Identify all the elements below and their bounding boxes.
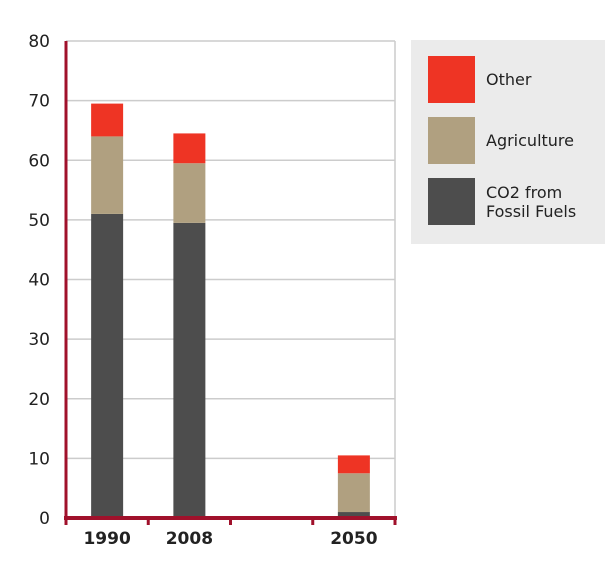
legend-swatch-co2-fossil-fuels (428, 178, 475, 225)
bar-2050-series-1 (337, 473, 370, 513)
y-tick-label-30: 30 (28, 330, 50, 350)
bar-1990-series-2 (91, 103, 124, 137)
legend-label-agriculture: Agriculture (486, 131, 574, 150)
legend-item-co2-fossil-fuels: CO2 from Fossil Fuels (428, 178, 576, 225)
x-tick-label-2008: 2008 (166, 529, 213, 549)
x-tick-label-1990: 1990 (83, 529, 130, 549)
bar-2008-series-1 (173, 163, 206, 223)
y-tick-label-60: 60 (28, 151, 50, 171)
bar-2008-series-2 (173, 133, 206, 164)
legend-swatch-agriculture (428, 117, 475, 164)
bar-2008-series-0 (173, 222, 206, 518)
chart-legend: Other Agriculture CO2 from Fossil Fuels (411, 40, 605, 244)
legend-item-agriculture: Agriculture (428, 117, 574, 164)
y-tick-label-40: 40 (28, 271, 50, 291)
bar-2050-series-2 (337, 455, 370, 474)
legend-label-other: Other (486, 70, 532, 89)
legend-item-other: Other (428, 56, 531, 103)
y-tick-label-50: 50 (28, 211, 50, 231)
legend-swatch-other (428, 56, 475, 103)
bar-1990-series-1 (91, 136, 124, 214)
legend-label-co2-fossil-fuels: CO2 from Fossil Fuels (486, 182, 577, 221)
y-tick-label-0: 0 (39, 509, 50, 529)
y-tick-label-80: 80 (28, 32, 50, 52)
y-tick-label-20: 20 (28, 390, 50, 410)
bar-2050-series-0 (337, 512, 370, 518)
bar-1990-series-0 (91, 213, 124, 518)
x-tick-label-2050: 2050 (330, 529, 377, 549)
y-tick-label-70: 70 (28, 92, 50, 112)
y-tick-label-10: 10 (28, 449, 50, 469)
